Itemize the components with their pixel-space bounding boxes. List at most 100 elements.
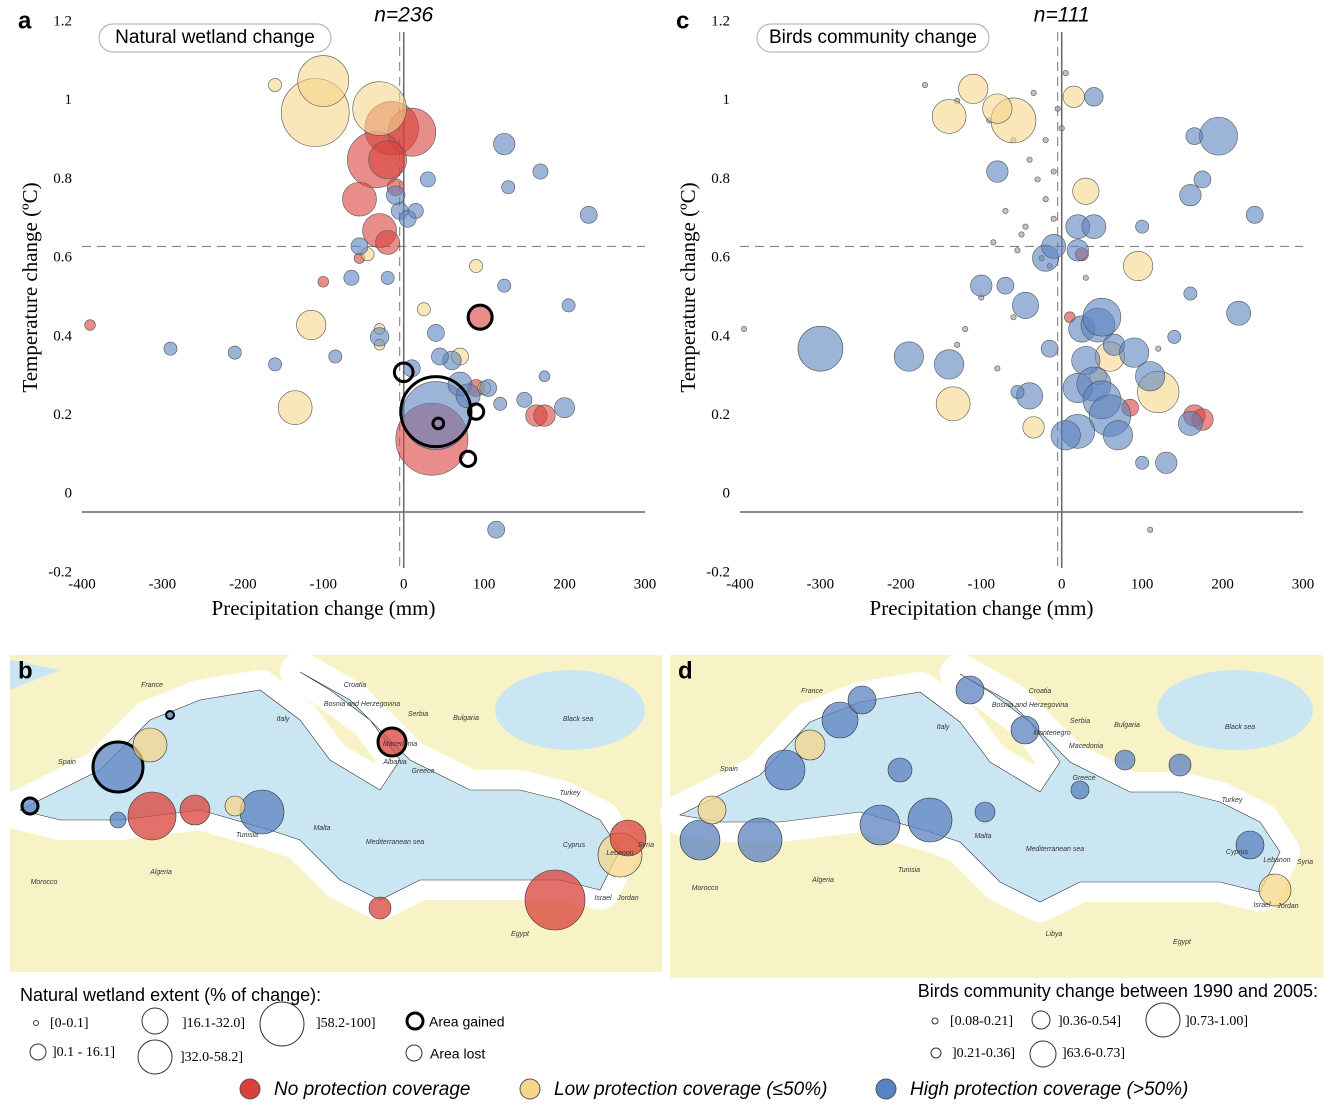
map-label: Turkey: [1222, 797, 1243, 804]
point: [317, 276, 329, 288]
map-label: Turkey: [560, 790, 581, 797]
title-box: [98, 23, 332, 53]
point: [487, 520, 506, 539]
point: [227, 345, 242, 360]
point: [934, 349, 965, 380]
legend-swatch: [239, 1078, 261, 1100]
point: [458, 449, 478, 468]
point: [1072, 177, 1100, 205]
point: [797, 325, 844, 372]
map-label: Jordan: [616, 895, 639, 902]
map-label: Spain: [720, 766, 738, 773]
map-b: [0, 652, 662, 972]
point: [1018, 231, 1025, 238]
legend-lost: Area lost: [430, 1046, 485, 1062]
x-tick-label: 0: [1058, 576, 1066, 592]
point: [1040, 339, 1059, 358]
point: [962, 325, 969, 332]
point: [931, 99, 967, 134]
point: [268, 357, 282, 372]
point: [163, 341, 178, 356]
y-axis-title: Temperature change (ºC): [676, 182, 700, 392]
x-tick-label: 100: [1131, 576, 1154, 592]
point: [277, 390, 313, 425]
legend-title: Birds community change between 1990 and …: [918, 981, 1318, 1001]
y-tick-label: -0.2: [48, 564, 72, 580]
point: [1030, 89, 1037, 96]
point: [1135, 455, 1150, 470]
y-tick-label: 0.4: [711, 328, 730, 344]
point: [479, 379, 497, 397]
x-tick-label: -300: [807, 576, 835, 592]
point: [579, 206, 598, 224]
map-label: Albania: [382, 759, 406, 766]
map-label: Syria: [638, 842, 654, 849]
map-label: Israel: [594, 895, 612, 902]
point: [516, 391, 533, 408]
legend-class: ]16.1-32.0]: [182, 1016, 245, 1031]
map-label: Serbia: [408, 711, 428, 718]
map-label: Greece: [412, 768, 435, 775]
point: [297, 55, 350, 107]
y-tick-label: 0: [65, 486, 73, 502]
x-tick-label: -100: [310, 576, 338, 592]
map-label: Egypt: [1173, 939, 1192, 946]
y-tick-label: -0.2: [706, 564, 730, 580]
point: [1178, 411, 1203, 436]
legend-class: ]0.36-0.54]: [1058, 1014, 1121, 1029]
point: [1014, 247, 1021, 254]
x-tick-label: 300: [1292, 576, 1315, 592]
point: [1245, 206, 1264, 224]
map-d: [660, 654, 1323, 978]
point: [1062, 70, 1069, 77]
point: [1119, 337, 1150, 368]
point: [1155, 345, 1162, 352]
map-label: France: [801, 688, 823, 695]
chart-title: Birds community change: [769, 27, 977, 48]
x-tick-label: -200: [229, 576, 257, 592]
point: [375, 230, 400, 255]
legend-gained: Area gained: [429, 1014, 505, 1030]
point: [467, 402, 486, 421]
map-label: Bulgaria: [453, 715, 479, 722]
point: [369, 327, 390, 347]
point: [1135, 361, 1166, 392]
point: [1082, 274, 1089, 281]
legend-label: Low protection coverage (≤50%): [554, 1079, 827, 1100]
point: [935, 386, 971, 422]
point: [501, 180, 516, 195]
point: [1062, 85, 1085, 108]
point: [1102, 420, 1134, 451]
panel-letter: c: [676, 7, 689, 34]
point: [561, 298, 576, 313]
point: [493, 396, 508, 411]
y-tick-label: 1.2: [53, 13, 72, 29]
panel-letter: b: [18, 657, 33, 684]
point: [1050, 168, 1057, 175]
point: [1012, 291, 1039, 319]
point: [1167, 329, 1182, 344]
y-tick-label: 0: [723, 486, 731, 502]
point: [431, 416, 446, 431]
point: [996, 276, 1015, 295]
x-axis-title: Precipitation change (mm): [212, 596, 436, 620]
point: [493, 132, 516, 156]
point: [1179, 184, 1202, 207]
point: [1183, 286, 1198, 301]
map-label: Mediterranean sea: [1026, 846, 1084, 853]
point: [1042, 196, 1049, 203]
y-tick-label: 0.2: [711, 407, 730, 423]
point: [386, 185, 406, 205]
point: [296, 310, 327, 341]
point: [84, 319, 96, 331]
legend-label: High protection coverage (>50%): [910, 1079, 1188, 1100]
point: [1084, 87, 1104, 107]
x-tick-label: -100: [968, 576, 996, 592]
legend-label: No protection coverage: [274, 1079, 470, 1100]
legend-class: ]63.6-0.73]: [1062, 1046, 1125, 1061]
point: [407, 203, 424, 219]
panel-letter: a: [18, 7, 32, 34]
point: [416, 302, 431, 317]
point: [1022, 416, 1045, 439]
map-label: Cyprus: [1226, 849, 1249, 856]
